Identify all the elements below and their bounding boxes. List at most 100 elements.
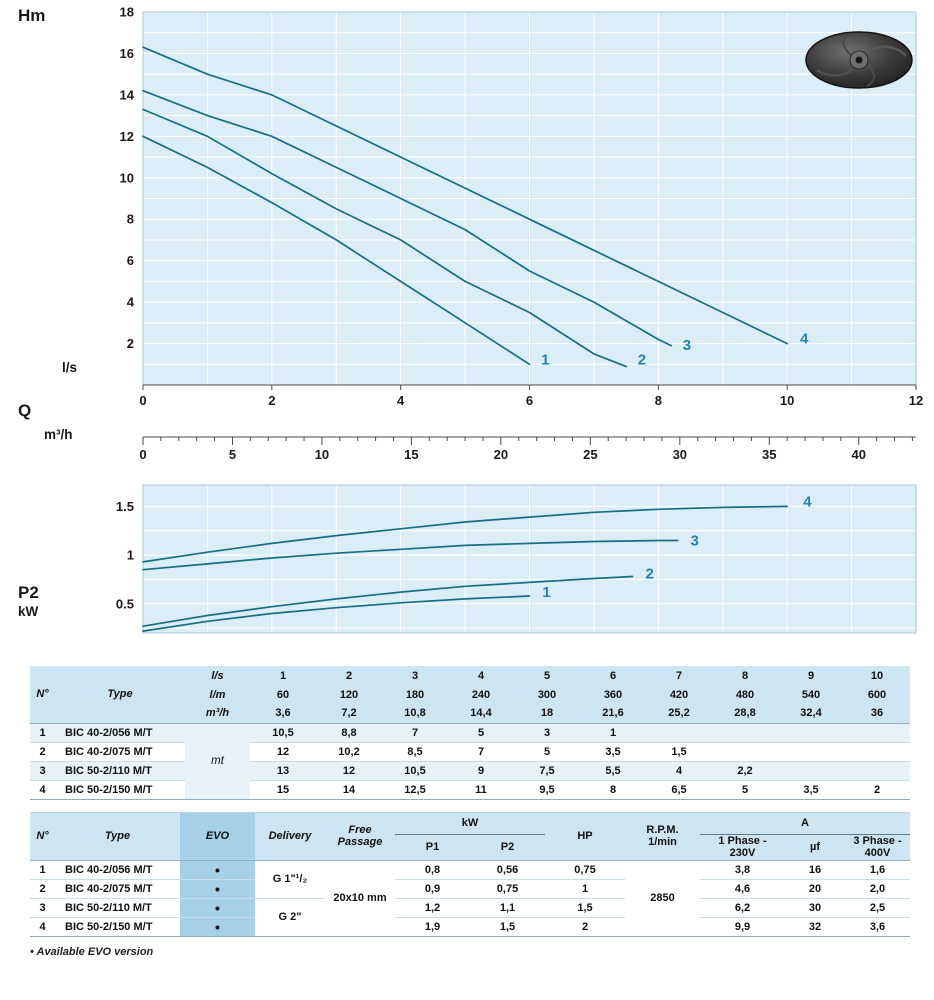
head-value-cell: 12,5	[382, 779, 448, 799]
flow-value-header: 7	[646, 666, 712, 685]
capacitor-cell: 16	[808, 863, 822, 876]
flow-value-header: 2	[316, 666, 382, 685]
head-value-cell	[778, 741, 844, 761]
head-value-cell: 9,5	[514, 779, 580, 799]
svg-text:2: 2	[127, 336, 134, 351]
evo-footnote: • Available EVO version	[30, 945, 154, 958]
svg-text:15: 15	[404, 447, 418, 462]
head-value-cell: 15	[250, 779, 316, 799]
col-header-p2: P2	[470, 834, 545, 861]
col-header-delivery: Delivery	[255, 812, 325, 861]
svg-text:16: 16	[120, 46, 134, 61]
flow-value-header: 1	[250, 666, 316, 685]
col-header-evo: EVO	[180, 812, 255, 861]
svg-text:40: 40	[852, 447, 866, 462]
unit-header: l/s	[185, 666, 250, 685]
head-value-cell: 10,5	[382, 760, 448, 780]
head-value-cell: 13	[250, 760, 316, 780]
head-curve-3	[142, 89, 673, 347]
col-header-rpm: R.P.M. 1/min	[625, 812, 700, 861]
svg-text:1: 1	[127, 548, 134, 563]
capacitor-cell: 20	[785, 878, 845, 899]
head-value-cell: 11	[448, 779, 514, 799]
current-400v-cell: 1,6	[869, 863, 886, 876]
head-value-cell: 7	[448, 741, 514, 761]
evo-dot-cell: •	[180, 860, 255, 880]
col-header-3phase: 3 Phase - 400V	[845, 834, 910, 861]
head-curve-4	[142, 46, 789, 345]
row-number-cell: 4	[30, 779, 55, 799]
performance-row: 1 BIC 40-2/056 M/T mt 10,5 8,8 7 5 3 1	[30, 723, 910, 799]
hp-cell: 2	[545, 916, 625, 937]
flow-value-header: 480	[712, 685, 778, 704]
col-header-type: Type	[55, 666, 185, 723]
delivery-cell: G 2"	[255, 897, 325, 937]
svg-text:8: 8	[127, 212, 134, 227]
flow-value-header: 14,4	[448, 704, 514, 723]
svg-text:35: 35	[762, 447, 776, 462]
col-header-n: N°	[30, 812, 55, 861]
flow-value-header: 540	[778, 685, 844, 704]
head-value-cell	[844, 741, 910, 761]
head-value-cell: 10,5	[250, 723, 316, 742]
capacitor-cell: 32	[785, 916, 845, 937]
svg-text:5: 5	[229, 447, 236, 462]
head-value-cell: 7,5	[514, 760, 580, 780]
performance-row: 2 BIC 40-2/075 M/T 12 10,2 8,5 7 5 3,5 1,5	[30, 741, 910, 761]
performance-row: 4 BIC 50-2/150 M/T 15 14 12,5 11 9,5 8 6,5 5 3,5 2	[30, 779, 910, 799]
mt-unit-cell: mt	[185, 723, 250, 799]
row-number-cell: 4	[30, 916, 55, 937]
p2-power-cell: 0,75	[470, 878, 545, 899]
svg-text:12: 12	[120, 129, 134, 144]
head-value-cell	[712, 723, 778, 742]
row-number-cell: 1	[30, 723, 55, 742]
pump-type-cell: BIC 40-2/075 M/T	[55, 878, 180, 899]
svg-text:1: 1	[541, 351, 549, 368]
hp-cell: 1,5	[545, 897, 625, 918]
flow-value-header: 3,6	[250, 704, 316, 723]
flow-value-header: 8	[712, 666, 778, 685]
flow-value-header: 300	[514, 685, 580, 704]
head-value-cell: 5	[712, 779, 778, 799]
svg-text:10: 10	[120, 170, 134, 185]
flow-value-header: 21,6	[580, 704, 646, 723]
col-header-n: N°	[30, 666, 55, 723]
pump-type-cell: BIC 50-2/110 M/T	[55, 897, 180, 918]
specifications-table: N° Type EVO Delivery Free Passage kW HP R.P.M. …	[30, 811, 910, 937]
head-value-cell	[844, 723, 910, 742]
svg-text:2: 2	[645, 565, 653, 582]
evo-dot-cell: •	[180, 916, 255, 937]
head-value-cell: 8,8	[316, 723, 382, 742]
tables-section: N° Type l/s 1 2 3 4 5 6 7 8 9 10 l/m 60 120 180 240 300 360…	[30, 666, 910, 958]
head-value-cell: 3	[514, 723, 580, 742]
head-value-cell: 12	[316, 760, 382, 780]
power-curve-1	[142, 595, 531, 632]
svg-text:6: 6	[526, 393, 533, 408]
row-number-cell: 3	[30, 897, 55, 918]
pump-type-cell: BIC 50-2/150 M/T	[55, 779, 185, 799]
head-value-cell: 7	[382, 723, 448, 742]
svg-text:30: 30	[673, 447, 687, 462]
col-header-type: Type	[55, 812, 180, 861]
col-header-free-passage: Free Passage	[325, 812, 395, 861]
pump-type-cell: BIC 50-2/150 M/T	[55, 916, 180, 937]
flow-value-header: 9	[778, 666, 844, 685]
head-value-cell: 5	[514, 741, 580, 761]
flow-value-header: 32,4	[778, 704, 844, 723]
flow-axis-label: Q	[18, 401, 32, 420]
svg-text:0: 0	[139, 393, 146, 408]
head-value-cell: 1,5	[646, 741, 712, 761]
pump-type-cell: BIC 50-2/110 M/T	[55, 760, 185, 780]
p1-power-cell: 1,2	[395, 897, 470, 918]
svg-text:2: 2	[268, 393, 275, 408]
row-number-cell: 3	[30, 760, 55, 780]
svg-text:1: 1	[542, 584, 550, 601]
current-400v-cell: 2,5	[845, 897, 910, 918]
p2-power-cell: 1,5	[470, 916, 545, 937]
row-number-cell: 2	[30, 741, 55, 761]
p1-power-cell: 0,8	[424, 863, 441, 876]
head-value-cell: 5	[448, 723, 514, 742]
svg-text:0: 0	[139, 447, 146, 462]
col-header-hp: HP	[545, 812, 625, 861]
svg-text:3: 3	[683, 337, 691, 354]
